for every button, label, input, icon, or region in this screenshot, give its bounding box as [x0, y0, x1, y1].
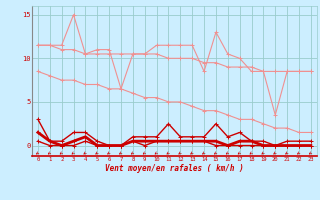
X-axis label: Vent moyen/en rafales ( km/h ): Vent moyen/en rafales ( km/h )	[105, 164, 244, 173]
